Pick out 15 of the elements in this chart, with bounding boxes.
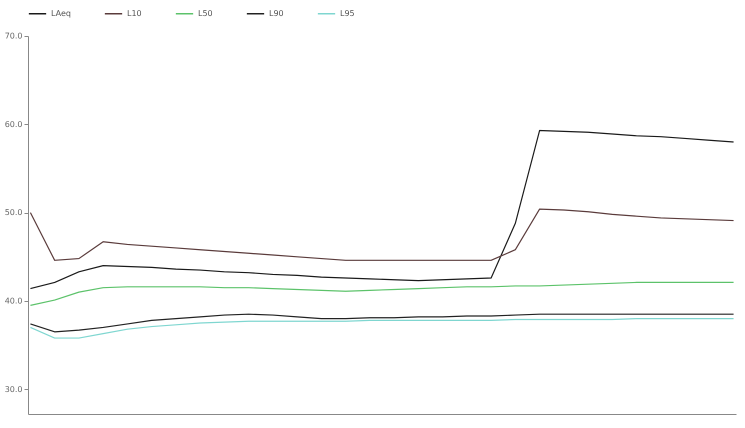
- legend-label: L95: [340, 8, 355, 18]
- legend-label: L90: [269, 8, 284, 18]
- line-series: [30, 318, 734, 339]
- y-tick-label: 30.0: [4, 384, 22, 394]
- y-tick-label: 50.0: [4, 208, 22, 218]
- line-series: [30, 130, 734, 290]
- legend-label: L10: [127, 8, 142, 18]
- y-tick-label: 60.0: [4, 120, 22, 129]
- legend-label: LAeq: [51, 8, 71, 18]
- y-tick-label: 70.0: [4, 32, 22, 40]
- legend-label: L50: [198, 8, 213, 18]
- line-series: [30, 282, 734, 306]
- line-series: [30, 314, 734, 332]
- line-series: [30, 208, 734, 261]
- y-tick-label: 40.0: [4, 296, 22, 306]
